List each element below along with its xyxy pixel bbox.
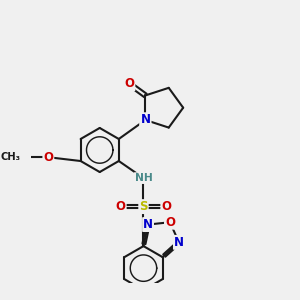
Text: O: O <box>43 151 53 164</box>
Text: N: N <box>174 236 184 249</box>
Text: NH: NH <box>135 173 152 183</box>
Text: O: O <box>165 216 175 229</box>
Text: CH₃: CH₃ <box>1 152 21 162</box>
Text: S: S <box>139 200 148 213</box>
Text: N: N <box>140 113 150 127</box>
Text: N: N <box>140 113 150 127</box>
Text: O: O <box>124 77 134 90</box>
Text: N: N <box>143 218 153 231</box>
Text: O: O <box>161 200 171 213</box>
Text: O: O <box>116 200 126 213</box>
